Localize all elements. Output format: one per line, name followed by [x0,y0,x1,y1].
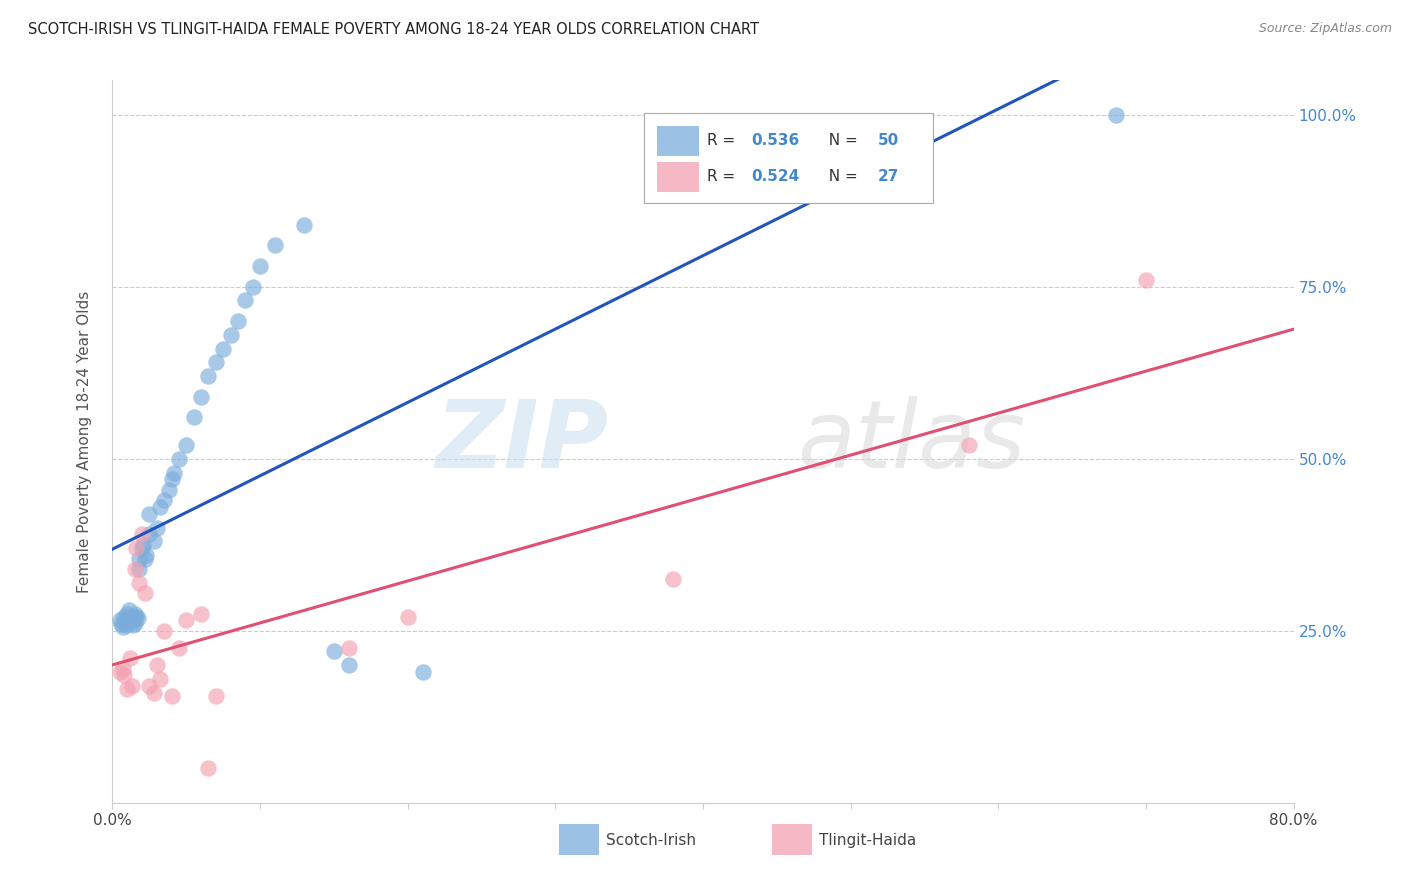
Point [323,644,346,658]
Point [138,527,160,541]
Point [120,651,142,665]
Text: Scotch-Irish: Scotch-Irish [606,833,696,848]
Point [118,603,141,617]
FancyBboxPatch shape [657,162,699,193]
Text: R =: R = [707,169,740,184]
Point [167,640,190,655]
Point [167,451,190,466]
Point [153,493,176,508]
Point [249,259,271,273]
Point [396,610,419,624]
FancyBboxPatch shape [560,824,599,855]
Point [142,534,165,549]
Point [190,390,212,404]
Point [117,682,138,697]
Point [122,618,145,632]
Point [132,538,155,552]
Point [153,624,176,638]
Point [117,611,138,625]
Point [134,586,156,600]
Point [292,218,315,232]
Point [205,355,228,369]
Text: 27: 27 [877,169,900,184]
Point [226,314,249,328]
Point [135,548,157,562]
Point [337,658,360,673]
Point [128,562,150,576]
Point [190,607,212,621]
FancyBboxPatch shape [772,824,811,855]
Point [131,541,153,556]
Point [108,665,131,679]
Point [197,761,219,775]
Point [138,679,160,693]
Point [112,610,135,624]
Point [112,615,135,630]
Text: ZIP: ZIP [436,395,609,488]
Point [411,665,433,679]
Text: Tlingit-Haida: Tlingit-Haida [818,833,915,848]
Text: N =: N = [818,133,862,148]
Point [117,607,138,621]
Point [157,483,180,497]
Point [121,614,143,628]
Point [112,668,135,682]
Text: R =: R = [707,133,740,148]
Point [233,293,256,308]
Point [160,472,183,486]
Point [114,618,136,632]
Text: atlas: atlas [797,396,1026,487]
Point [205,689,228,703]
Point [125,610,148,624]
Point [242,279,264,293]
Point [121,679,143,693]
Point [174,438,197,452]
Point [108,614,131,628]
Y-axis label: Female Poverty Among 18-24 Year Olds: Female Poverty Among 18-24 Year Olds [77,291,91,592]
Point [111,662,134,676]
Point [183,410,205,425]
Point [149,672,172,686]
Point [212,342,235,356]
Point [142,686,165,700]
Point [124,615,146,630]
FancyBboxPatch shape [644,112,934,203]
Point [264,238,287,252]
Point [124,562,146,576]
Point [138,507,160,521]
Point [124,607,146,621]
Point [160,689,183,703]
Point [957,438,980,452]
Text: N =: N = [818,169,862,184]
Point [110,616,132,631]
Point [121,608,143,623]
Point [134,551,156,566]
Point [1135,273,1157,287]
Point [125,541,148,556]
Point [163,466,186,480]
Point [146,658,169,673]
Point [128,575,150,590]
Point [219,327,242,342]
Point [337,640,360,655]
Point [197,369,219,384]
Point [662,572,685,586]
Point [149,500,172,514]
Point [1105,108,1128,122]
Point [174,614,197,628]
Text: SCOTCH-IRISH VS TLINGIT-HAIDA FEMALE POVERTY AMONG 18-24 YEAR OLDS CORRELATION C: SCOTCH-IRISH VS TLINGIT-HAIDA FEMALE POV… [28,22,759,37]
Text: 0.524: 0.524 [751,169,800,184]
FancyBboxPatch shape [657,126,699,156]
Point [146,520,169,534]
Point [128,551,150,566]
Point [131,527,153,541]
Text: 50: 50 [877,133,898,148]
Point [111,620,134,634]
Text: 0.536: 0.536 [751,133,800,148]
Point [127,611,149,625]
Point [120,611,142,625]
Text: Source: ZipAtlas.com: Source: ZipAtlas.com [1258,22,1392,36]
